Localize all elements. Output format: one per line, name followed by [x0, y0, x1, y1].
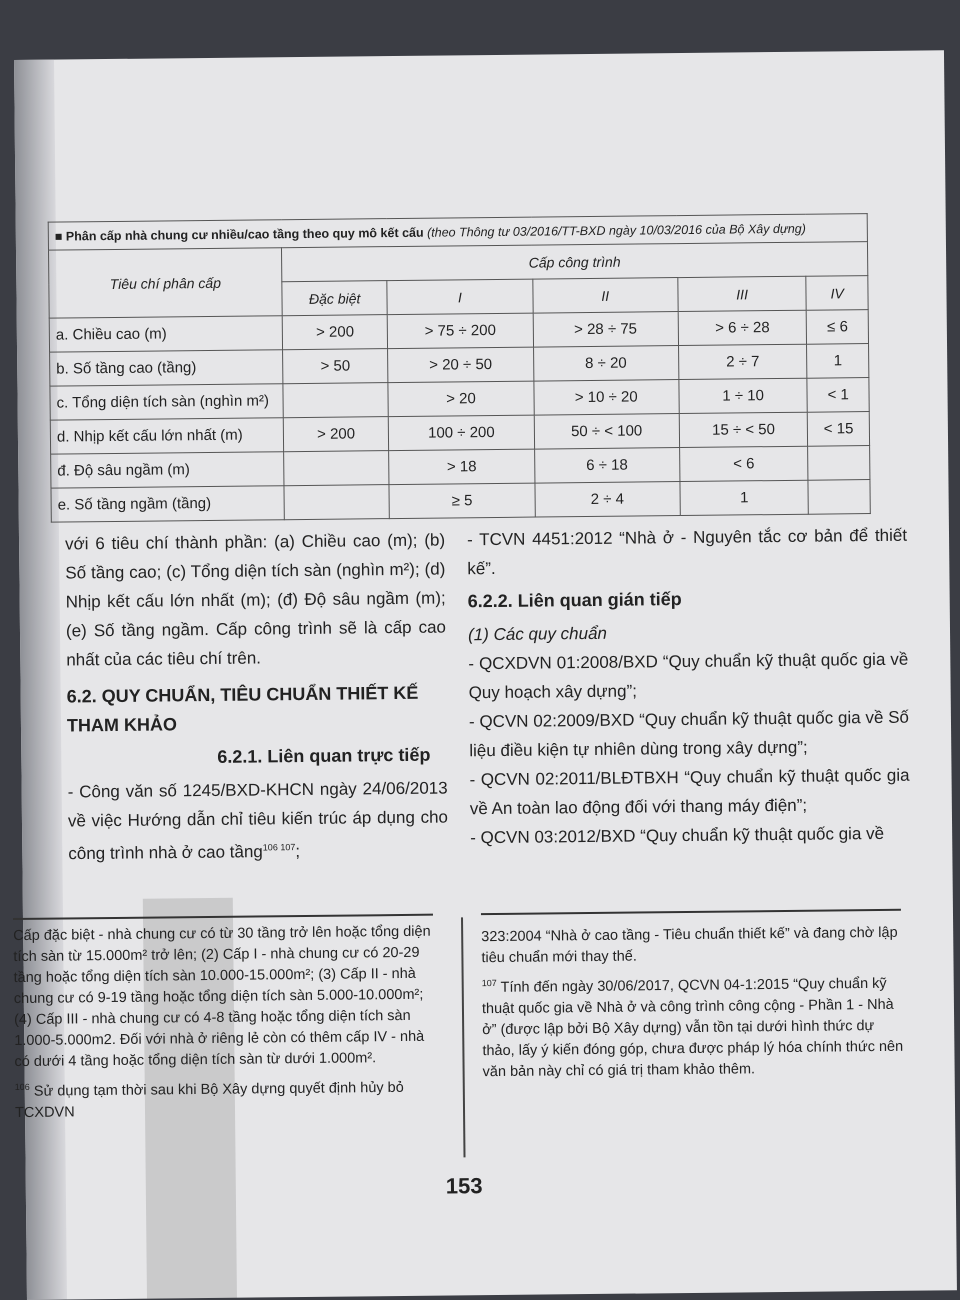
list-item: - QCVN 02:2009/BXD “Quy chuẩn kỹ thuật q…: [468, 707, 910, 761]
table-cell: > 200: [283, 416, 389, 452]
book-page: ■ Phân cấp nhà chung cư nhiều/cao tầng t…: [12, 50, 957, 1300]
left-column: với 6 tiêu chí thành phần: (a) Chiều cao…: [65, 526, 449, 869]
table-cell: > 28 ÷ 75: [532, 311, 679, 348]
row-label: a. Chiều cao (m): [49, 315, 283, 353]
subsection-heading: 6.2.2. Liên quan gián tiếp: [467, 589, 682, 612]
footnotes-left: Cấp đặc biệt - nhà chung cư có từ 30 tần…: [13, 922, 435, 1124]
table-cell: [283, 484, 390, 520]
table-cell: > 75 ÷ 200: [387, 313, 534, 349]
page-number: 153: [445, 1173, 483, 1199]
table-cell: [283, 450, 390, 486]
column-divider: [461, 917, 466, 1158]
table-cell: ≥ 5: [389, 483, 535, 519]
footnote-number: 106: [14, 1081, 30, 1093]
row-label: đ. Độ sâu ngầm (m): [50, 451, 284, 489]
paragraph: với 6 tiêu chí thành phần: (a) Chiều cao…: [64, 530, 447, 670]
list-item: - QCVN 03:2012/BXD “Quy chuẩn kỹ thuật q…: [470, 823, 885, 848]
table-cell: > 10 ÷ 20: [533, 379, 680, 416]
list-item: - QCXDVN 01:2008/BXD “Quy chuẩn kỹ thuật…: [468, 649, 909, 703]
table-cell: ≤ 6: [806, 309, 869, 345]
table-cell: < 15: [807, 411, 870, 447]
footnote-refs: 106 107: [262, 842, 296, 853]
table-cell: > 20: [388, 381, 534, 417]
footnote-number: 107: [481, 977, 497, 989]
right-column: - TCVN 4451:2012 “Nhà ở - Nguyên tắc cơ …: [467, 521, 910, 853]
table-cell: [282, 382, 389, 418]
row-label: b. Số tầng cao (tầng): [49, 349, 283, 387]
table-cell: > 200: [282, 314, 388, 350]
list-item: - QCVN 02:2011/BLĐTBXH “Quy chuẩn kỹ thu…: [469, 765, 910, 819]
table-title-note: (theo Thông tư 03/2016/TT-BXD ngày 10/03…: [426, 221, 806, 240]
classification-table: ■ Phân cấp nhà chung cư nhiều/cao tầng t…: [48, 213, 871, 523]
table-cell: 2 ÷ 4: [534, 481, 681, 518]
col-header: II: [532, 277, 679, 314]
table-title-text: Phân cấp nhà chung cư nhiều/cao tầng the…: [65, 225, 424, 243]
section-heading: 6.2. QUY CHUẨN, TIÊU CHUẨN THIẾT KẾ THAM…: [66, 682, 419, 736]
table-cell: < 1: [807, 377, 870, 413]
table-cell: > 6 ÷ 28: [678, 310, 807, 346]
criteria-header: Tiêu chí phân cấp: [48, 247, 283, 319]
paragraph: - Công văn số 1245/BXD-KHCN ngày 24/06/2…: [68, 773, 449, 868]
table-cell: 2 ÷ 7: [678, 344, 808, 380]
col-header: I: [387, 279, 533, 315]
subsection-heading: 6.2.1. Liên quan trực tiếp: [217, 744, 431, 767]
table-cell: > 18: [388, 449, 535, 485]
table-cell: < 6: [679, 446, 809, 482]
footnote-text: Tính đến ngày 30/06/2017, QCVN 04-1:2015…: [481, 975, 904, 1080]
table-cell: [808, 479, 871, 515]
table-cell: 1: [806, 343, 869, 379]
row-label: d. Nhịp kết cấu lớn nhất (m): [50, 417, 284, 455]
row-label: e. Số tầng ngầm (tầng): [50, 485, 285, 523]
paragraph: - TCVN 4451:2012 “Nhà ở - Nguyên tắc cơ …: [466, 525, 908, 579]
punct: ;: [295, 841, 301, 861]
col-header: III: [677, 276, 807, 312]
sub-heading: (1) Các quy chuẩn: [467, 623, 608, 645]
table-cell: > 50: [282, 348, 389, 384]
table-cell: 50 ÷ < 100: [533, 413, 680, 450]
paragraph-text: - Công văn số 1245/BXD-KHCN ngày 24/06/2…: [67, 778, 449, 864]
col-header: Đặc biệt: [281, 280, 388, 316]
col-header: IV: [806, 275, 869, 311]
table-cell: 1 ÷ 10: [678, 378, 808, 414]
table-cell: 1: [679, 480, 809, 516]
table-cell: 15 ÷ < 50: [679, 412, 808, 448]
table-cell: > 20 ÷ 50: [387, 347, 534, 383]
footnotes-right: 323:2004 “Nhà ở cao tầng - Tiêu chuẩn th…: [481, 923, 908, 1083]
footnote-text: 323:2004 “Nhà ở cao tầng - Tiêu chuẩn th…: [481, 924, 898, 967]
footnote-rule: [480, 908, 901, 916]
footnote-text: Cấp đặc biệt - nhà chung cư có từ 30 tần…: [13, 923, 431, 1071]
table-cell: 6 ÷ 18: [534, 447, 680, 484]
table-cell: 8 ÷ 20: [533, 345, 679, 382]
table-cell: 100 ÷ 200: [388, 415, 535, 451]
footnote-text: Sử dụng tạm thời sau khi Bộ Xây dựng quy…: [14, 1079, 404, 1121]
table-cell: [807, 445, 870, 481]
row-label: c. Tổng diện tích sàn (nghìn m²): [49, 383, 284, 421]
